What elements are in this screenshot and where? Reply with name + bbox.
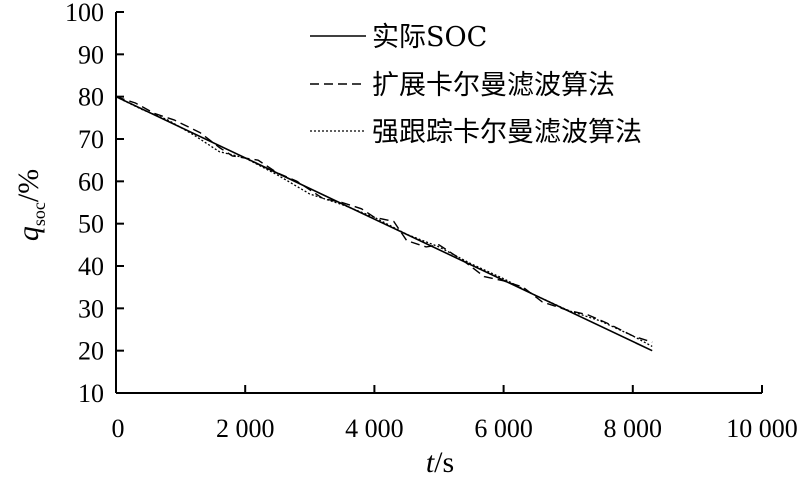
x-tick-label: 4 000 — [345, 414, 404, 443]
axes — [115, 12, 762, 394]
axis-labels: t/s qsoc/% — [12, 169, 454, 479]
y-tick-label: 10 — [78, 379, 104, 408]
ticks: 0 2 000 4 000 6 000 8 000 10 000 10 20 30 40 50 60 7… — [65, 0, 798, 443]
y-tick-label: 70 — [78, 125, 104, 154]
y-tick-label: 100 — [65, 0, 104, 27]
x-tick-label: 0 — [112, 414, 125, 443]
x-tick-label: 2 000 — [216, 414, 275, 443]
legend-label: 强跟踪卡尔曼滤波算法 — [372, 117, 642, 148]
plot-lines — [115, 95, 653, 352]
legend-item-dotted: 强跟踪卡尔曼滤波算法 — [310, 117, 642, 148]
legend-label: 扩展卡尔曼滤波算法 — [372, 70, 615, 101]
x-axis-symbol: t — [426, 446, 435, 479]
series-line-dashed — [115, 96, 653, 343]
y-tick-label: 50 — [78, 210, 104, 239]
x-axis-unit: /s — [434, 446, 454, 479]
y-tick-label: 20 — [78, 337, 104, 366]
y-axis-subscript: soc — [29, 202, 49, 226]
y-axis-label: qsoc/% — [12, 169, 49, 241]
y-tick-label: 90 — [78, 40, 104, 69]
x-tick-label: 10 000 — [726, 414, 798, 443]
legend-label: 实际SOC — [372, 22, 487, 53]
y-axis-unit: /% — [12, 169, 45, 202]
x-tick-label: 8 000 — [604, 414, 663, 443]
legend-item-solid: 实际SOC — [310, 22, 487, 53]
y-tick-label: 80 — [78, 83, 104, 112]
y-tick-label: 60 — [78, 167, 104, 196]
series-line-dotted — [115, 96, 653, 347]
x-tick-label: 6 000 — [474, 414, 533, 443]
y-tick-label: 30 — [78, 294, 104, 323]
y-tick-label: 40 — [78, 252, 104, 281]
legend-item-dashed: 扩展卡尔曼滤波算法 — [310, 70, 615, 101]
x-axis-label: t/s — [426, 446, 454, 479]
y-axis-symbol: q — [12, 226, 45, 241]
